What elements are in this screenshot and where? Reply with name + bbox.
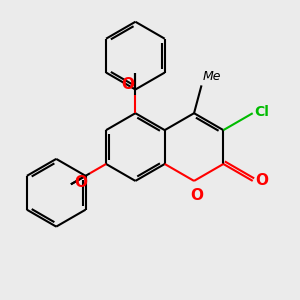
- Text: Me: Me: [202, 70, 221, 83]
- Text: O: O: [74, 175, 87, 190]
- Text: O: O: [121, 76, 134, 92]
- Text: O: O: [255, 173, 268, 188]
- Text: O: O: [190, 188, 203, 203]
- Text: Cl: Cl: [254, 105, 269, 119]
